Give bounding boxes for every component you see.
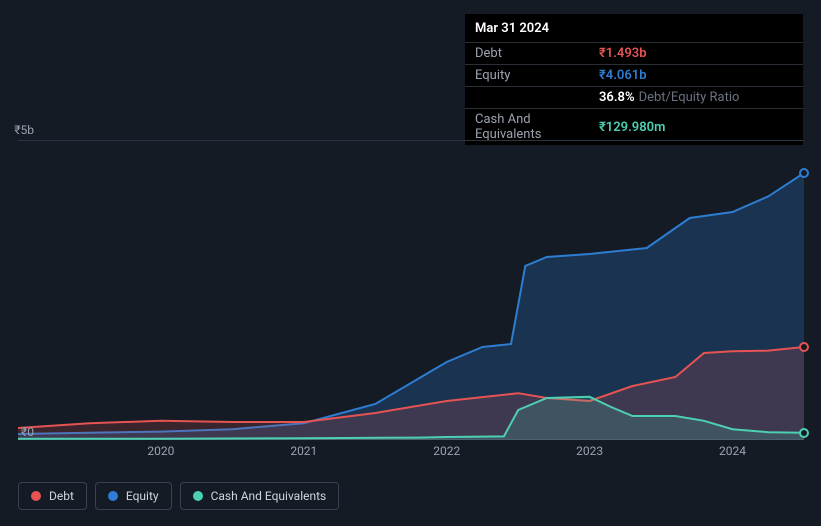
tooltip-value: 36.8% bbox=[599, 90, 635, 105]
y-axis-tick: ₹5b bbox=[14, 123, 34, 137]
series-end-marker bbox=[799, 168, 809, 178]
legend-dot-icon bbox=[193, 491, 203, 501]
tooltip-value: ₹129.980m bbox=[599, 120, 665, 135]
tooltip-label: Equity bbox=[475, 68, 599, 83]
legend-item[interactable]: Debt bbox=[18, 482, 87, 510]
series-end-marker bbox=[799, 428, 809, 438]
chart-plot-area: ₹0₹5b bbox=[18, 140, 804, 440]
legend-label: Equity bbox=[126, 489, 159, 503]
tooltip-row: 36.8% Debt/Equity Ratio bbox=[465, 86, 803, 108]
x-axis-tick: 2023 bbox=[576, 444, 603, 458]
legend-item[interactable]: Cash And Equivalents bbox=[180, 482, 340, 510]
tooltip-value: ₹1.493b bbox=[599, 46, 647, 61]
x-axis-tick: 2022 bbox=[433, 444, 460, 458]
tooltip-label: Cash And Equivalents bbox=[475, 112, 599, 142]
tooltip-date: Mar 31 2024 bbox=[465, 14, 803, 42]
x-axis-tick: 2020 bbox=[147, 444, 174, 458]
tooltip-row: Debt₹1.493b bbox=[465, 42, 803, 64]
legend-item[interactable]: Equity bbox=[95, 482, 172, 510]
tooltip-label: Debt bbox=[475, 46, 599, 61]
x-axis-tick: 2024 bbox=[719, 444, 746, 458]
legend-dot-icon bbox=[31, 491, 41, 501]
chart-legend: Debt Equity Cash And Equivalents bbox=[18, 482, 339, 510]
legend-label: Debt bbox=[49, 489, 74, 503]
chart-svg bbox=[18, 140, 804, 440]
chart-tooltip: Mar 31 2024 Debt₹1.493bEquity₹4.061b36.8… bbox=[465, 14, 803, 145]
x-axis: 2020 2021 2022 2023 2024 bbox=[18, 444, 804, 464]
tooltip-row: Equity₹4.061b bbox=[465, 64, 803, 86]
y-axis-tick: ₹0 bbox=[21, 425, 34, 439]
tooltip-sublabel: Debt/Equity Ratio bbox=[639, 90, 740, 105]
tooltip-value: ₹4.061b bbox=[599, 68, 647, 83]
legend-label: Cash And Equivalents bbox=[211, 489, 327, 503]
series-end-marker bbox=[799, 342, 809, 352]
legend-dot-icon bbox=[108, 491, 118, 501]
x-axis-tick: 2021 bbox=[290, 444, 317, 458]
